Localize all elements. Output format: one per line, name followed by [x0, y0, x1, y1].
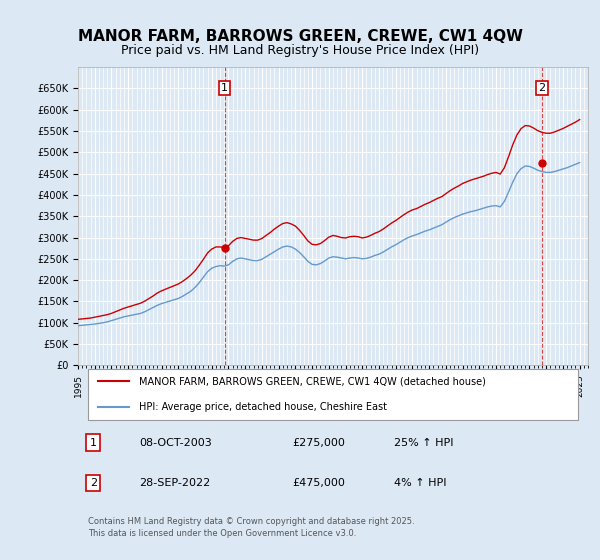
- Text: 4% ↑ HPI: 4% ↑ HPI: [394, 478, 446, 488]
- Text: MANOR FARM, BARROWS GREEN, CREWE, CW1 4QW (detached house): MANOR FARM, BARROWS GREEN, CREWE, CW1 4Q…: [139, 376, 486, 386]
- Text: 2: 2: [538, 83, 545, 93]
- Text: MANOR FARM, BARROWS GREEN, CREWE, CW1 4QW: MANOR FARM, BARROWS GREEN, CREWE, CW1 4Q…: [77, 29, 523, 44]
- Text: HPI: Average price, detached house, Cheshire East: HPI: Average price, detached house, Ches…: [139, 402, 387, 412]
- FancyBboxPatch shape: [88, 370, 578, 420]
- Text: 2: 2: [90, 478, 97, 488]
- Text: 28-SEP-2022: 28-SEP-2022: [139, 478, 211, 488]
- Text: Price paid vs. HM Land Registry's House Price Index (HPI): Price paid vs. HM Land Registry's House …: [121, 44, 479, 57]
- Text: £275,000: £275,000: [292, 438, 345, 448]
- Text: £475,000: £475,000: [292, 478, 345, 488]
- Text: 1: 1: [90, 438, 97, 448]
- Text: 08-OCT-2003: 08-OCT-2003: [139, 438, 212, 448]
- Text: 25% ↑ HPI: 25% ↑ HPI: [394, 438, 454, 448]
- Text: 1: 1: [221, 83, 228, 93]
- Text: Contains HM Land Registry data © Crown copyright and database right 2025.
This d: Contains HM Land Registry data © Crown c…: [88, 517, 415, 538]
